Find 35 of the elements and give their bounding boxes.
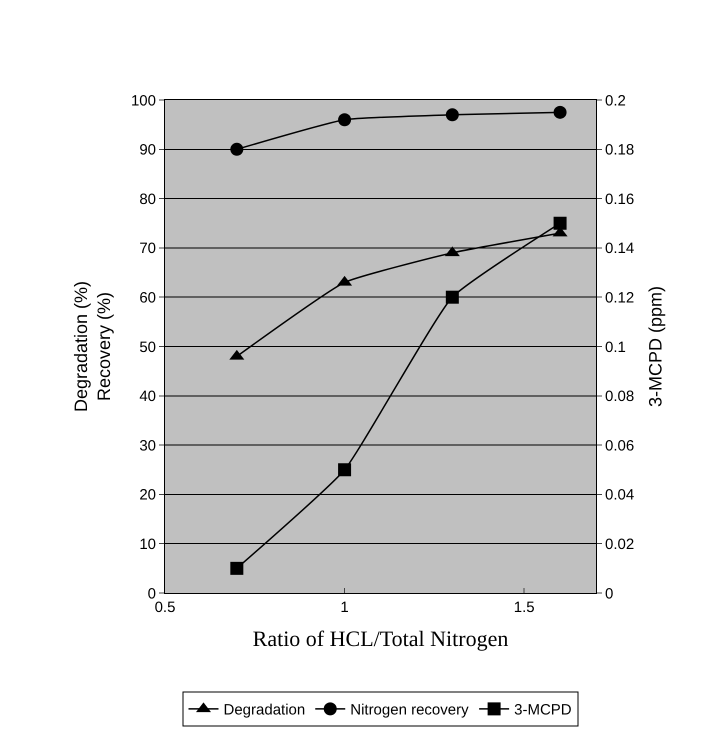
point: [446, 290, 459, 304]
y-tick-label: 0: [148, 585, 156, 602]
y-tick-label: 50: [139, 338, 156, 356]
y2-tick-label: 0.06: [605, 437, 634, 454]
y2-tick-label: 0.16: [605, 190, 634, 208]
y2-tick-label: 0.04: [605, 486, 634, 504]
y2-tick-label: 0.08: [605, 388, 634, 406]
point: [554, 216, 567, 230]
y-tick-label: 10: [139, 536, 156, 553]
x-tick-label: 1.5: [514, 599, 535, 616]
y2-tick-label: 0.02: [605, 536, 634, 553]
y-tick-label: 20: [139, 486, 156, 504]
y2-tick-label: 0.18: [605, 142, 634, 159]
point: [338, 463, 352, 476]
y2-axis-title: 3-MCPD (ppm): [645, 286, 666, 408]
legend-label: Nitrogen recovery: [350, 702, 470, 719]
legend-label: 3-MCPD: [514, 702, 572, 719]
y2-tick-label: 0.2: [605, 92, 626, 110]
y-axis-title: Degradation (%) Recovery (%): [70, 280, 114, 412]
y-tick-label: 90: [139, 142, 156, 159]
y2-tick-label: 0: [605, 585, 614, 602]
y2-tick-label: 0.12: [605, 289, 634, 306]
x-tick-label: 1: [340, 599, 349, 616]
legend-label: Degradation: [224, 702, 306, 719]
y-tick-label: 100: [130, 92, 156, 110]
y2-tick-label: 0.1: [605, 338, 626, 356]
y2-tick-label: 0.14: [605, 240, 634, 258]
x-axis-title: Ratio of HCL/Total Nitrogen: [252, 626, 508, 651]
y-tick-label: 70: [139, 240, 156, 258]
x-tick-label: 0.5: [154, 599, 176, 616]
point: [230, 562, 244, 575]
y-tick-label: 30: [139, 437, 156, 454]
y-tick-label: 40: [139, 388, 156, 406]
y-tick-label: 60: [139, 289, 156, 306]
y-tick-label: 80: [139, 190, 156, 208]
